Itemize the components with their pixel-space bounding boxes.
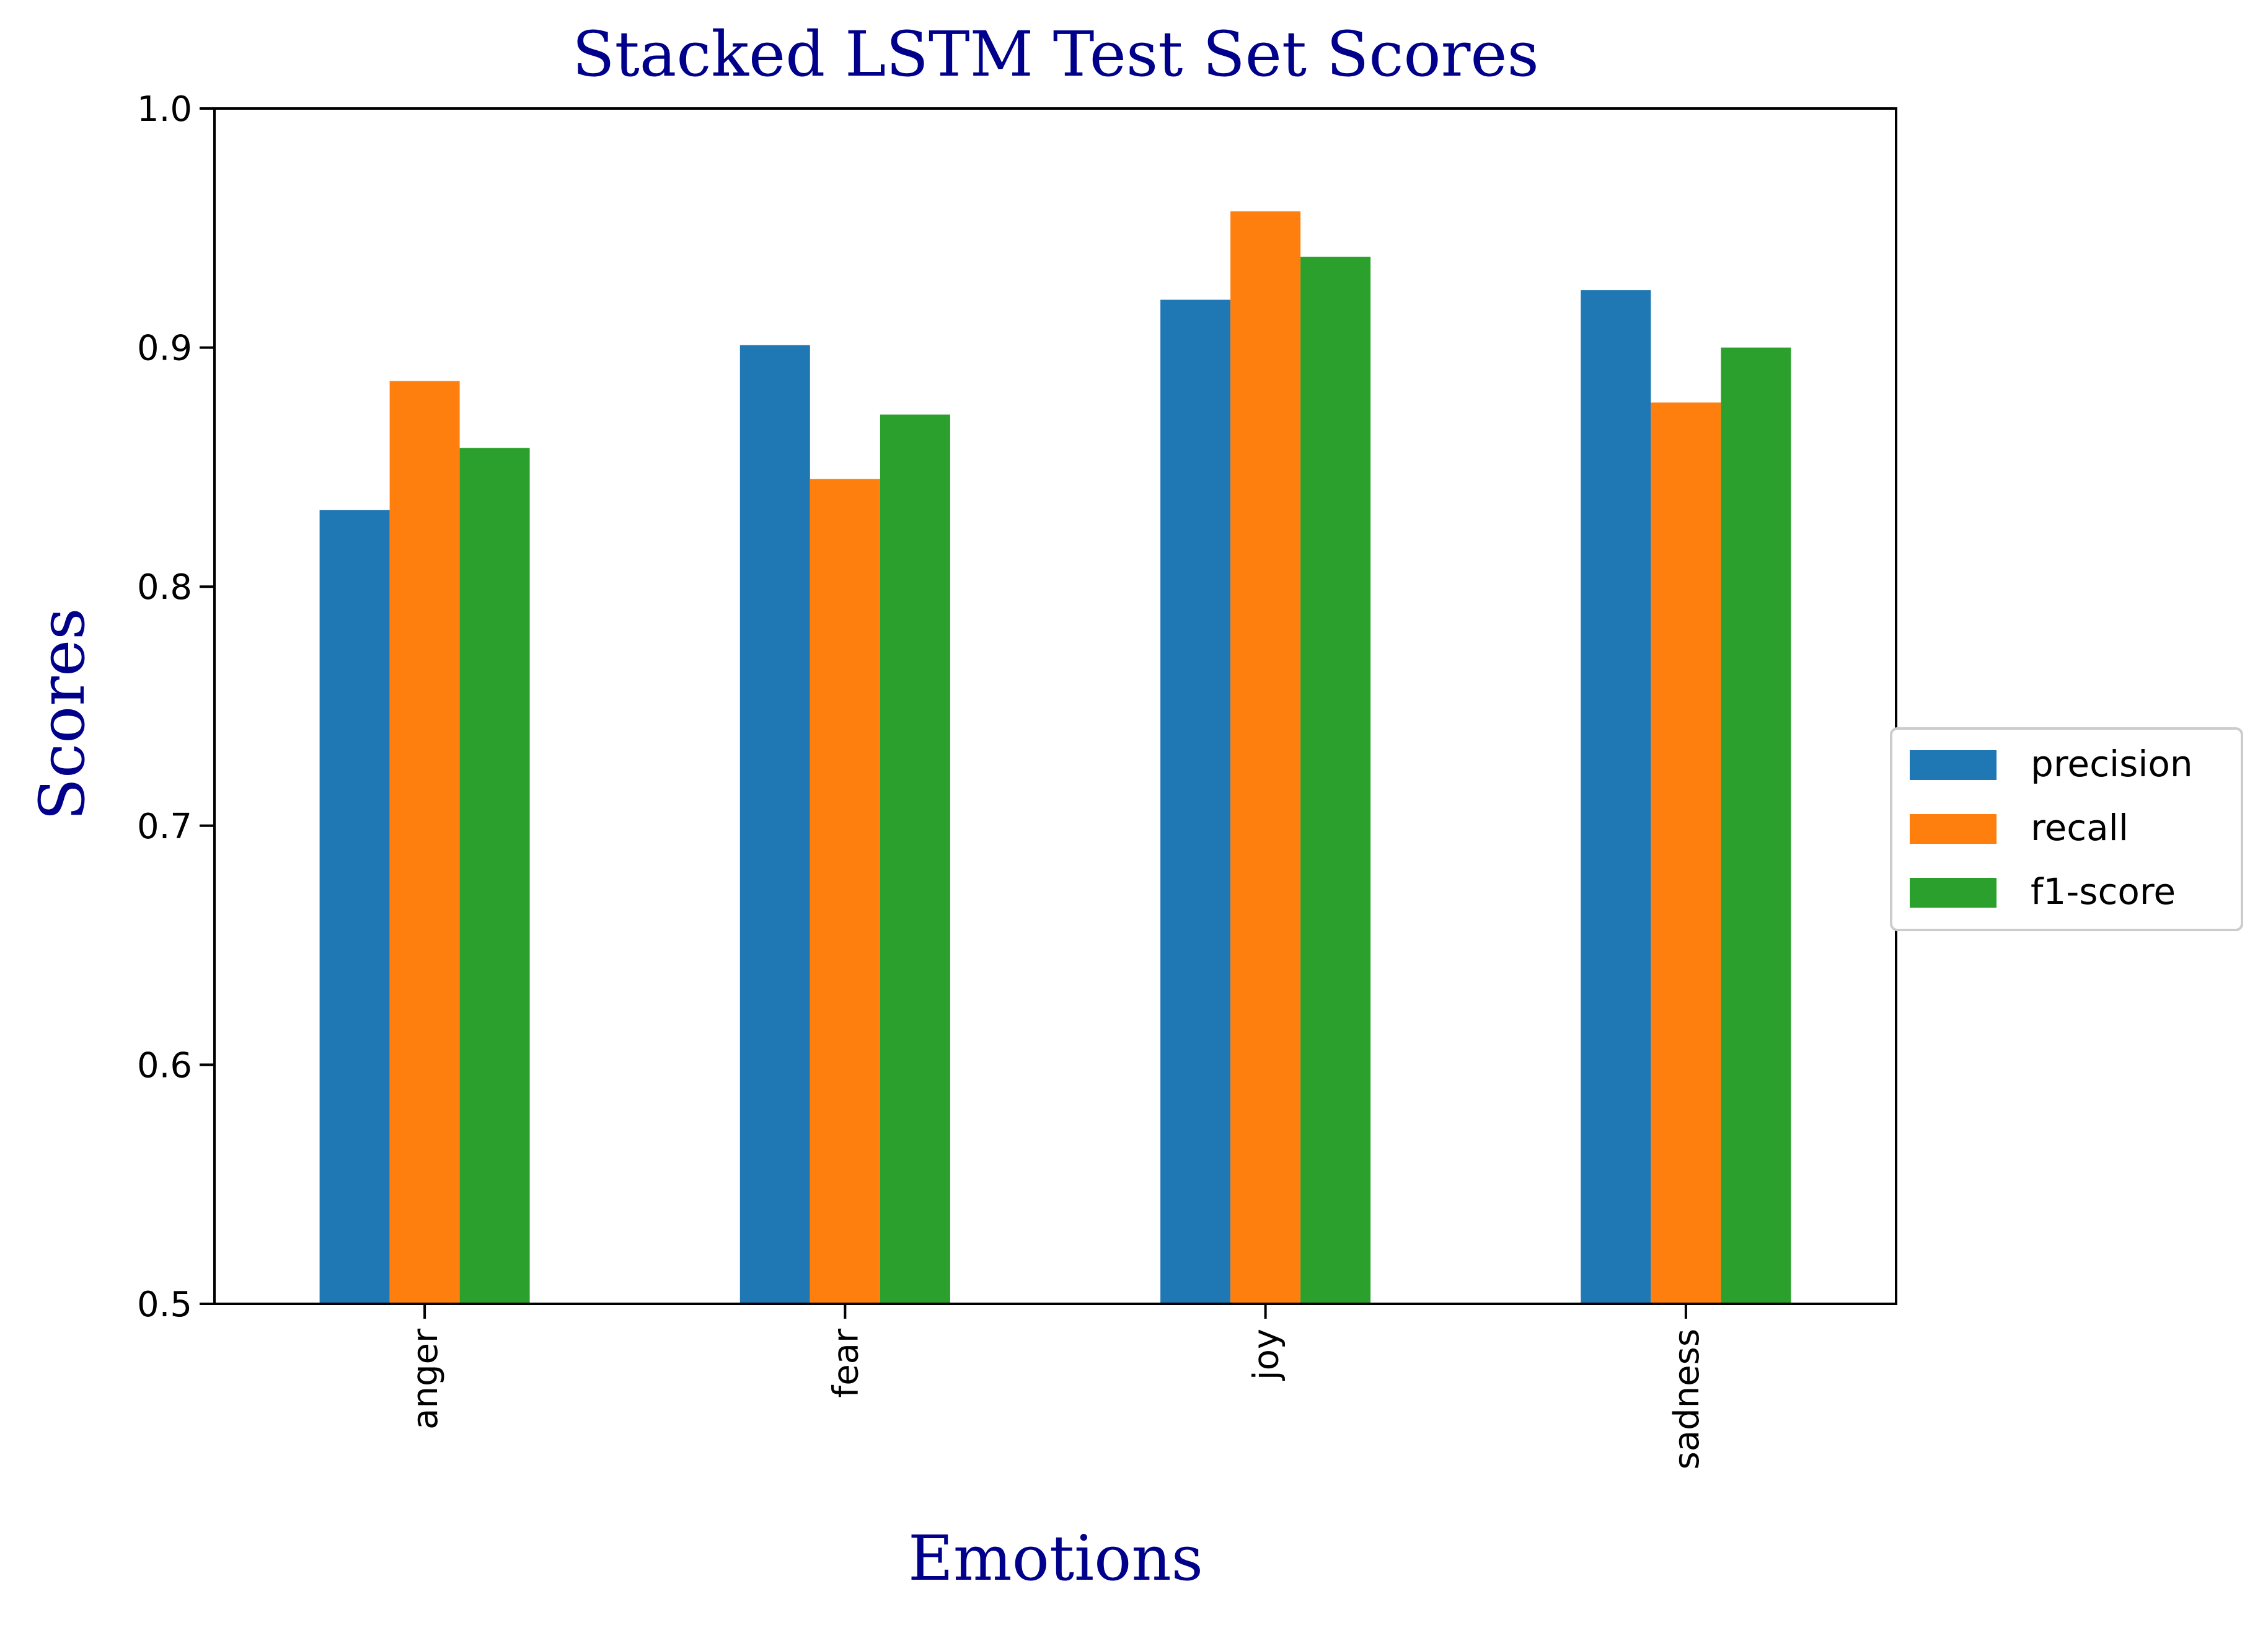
legend: precision recall f1-score [1890, 727, 2243, 931]
bar-f1-score-joy [1300, 257, 1371, 1304]
legend-label-recall: recall [2031, 807, 2129, 849]
y-tick-label: 0.7 [137, 807, 192, 847]
y-axis: 0.5 0.6 0.7 0.8 0.9 1.0 [137, 89, 214, 1325]
chart-title: Stacked LSTM Test Set Scores [572, 18, 1539, 91]
y-tick-label: 0.6 [137, 1045, 192, 1086]
bar-recall-sadness [1651, 402, 1721, 1304]
x-axis-label: Emotions [908, 1522, 1203, 1595]
legend-label-f1-score: f1-score [2031, 870, 2176, 913]
bar-precision-anger [319, 510, 390, 1304]
x-tick-label-sadness: sadness [1667, 1329, 1707, 1469]
y-tick-label: 0.9 [137, 329, 192, 369]
bar-f1-score-sadness [1721, 347, 1791, 1304]
bar-precision-fear [739, 345, 810, 1304]
legend-swatch-precision [1910, 750, 1997, 780]
bar-precision-joy [1160, 299, 1231, 1304]
bar-precision-sadness [1581, 290, 1651, 1304]
bar-recall-anger [389, 381, 460, 1304]
y-tick-label: 0.5 [137, 1285, 192, 1325]
x-tick-label-joy: joy [1247, 1329, 1287, 1381]
x-axis: anger fear joy sadness [405, 1304, 1707, 1469]
bar-f1-score-fear [880, 414, 950, 1304]
y-axis-label: Scores [26, 608, 99, 820]
plot-frame [213, 107, 1897, 1305]
legend-swatch-recall [1910, 814, 1997, 844]
legend-label-precision: precision [2031, 743, 2193, 785]
y-tick-label: 0.8 [137, 567, 192, 608]
bar-recall-joy [1230, 211, 1301, 1304]
bar-recall-fear [810, 479, 880, 1304]
bar-f1-score-anger [459, 448, 530, 1304]
legend-swatch-f1-score [1910, 878, 1997, 908]
bars-layer [319, 211, 1791, 1304]
x-tick-label-anger: anger [405, 1328, 446, 1430]
y-tick-label: 1.0 [137, 89, 192, 130]
x-tick-label-fear: fear [826, 1328, 866, 1397]
